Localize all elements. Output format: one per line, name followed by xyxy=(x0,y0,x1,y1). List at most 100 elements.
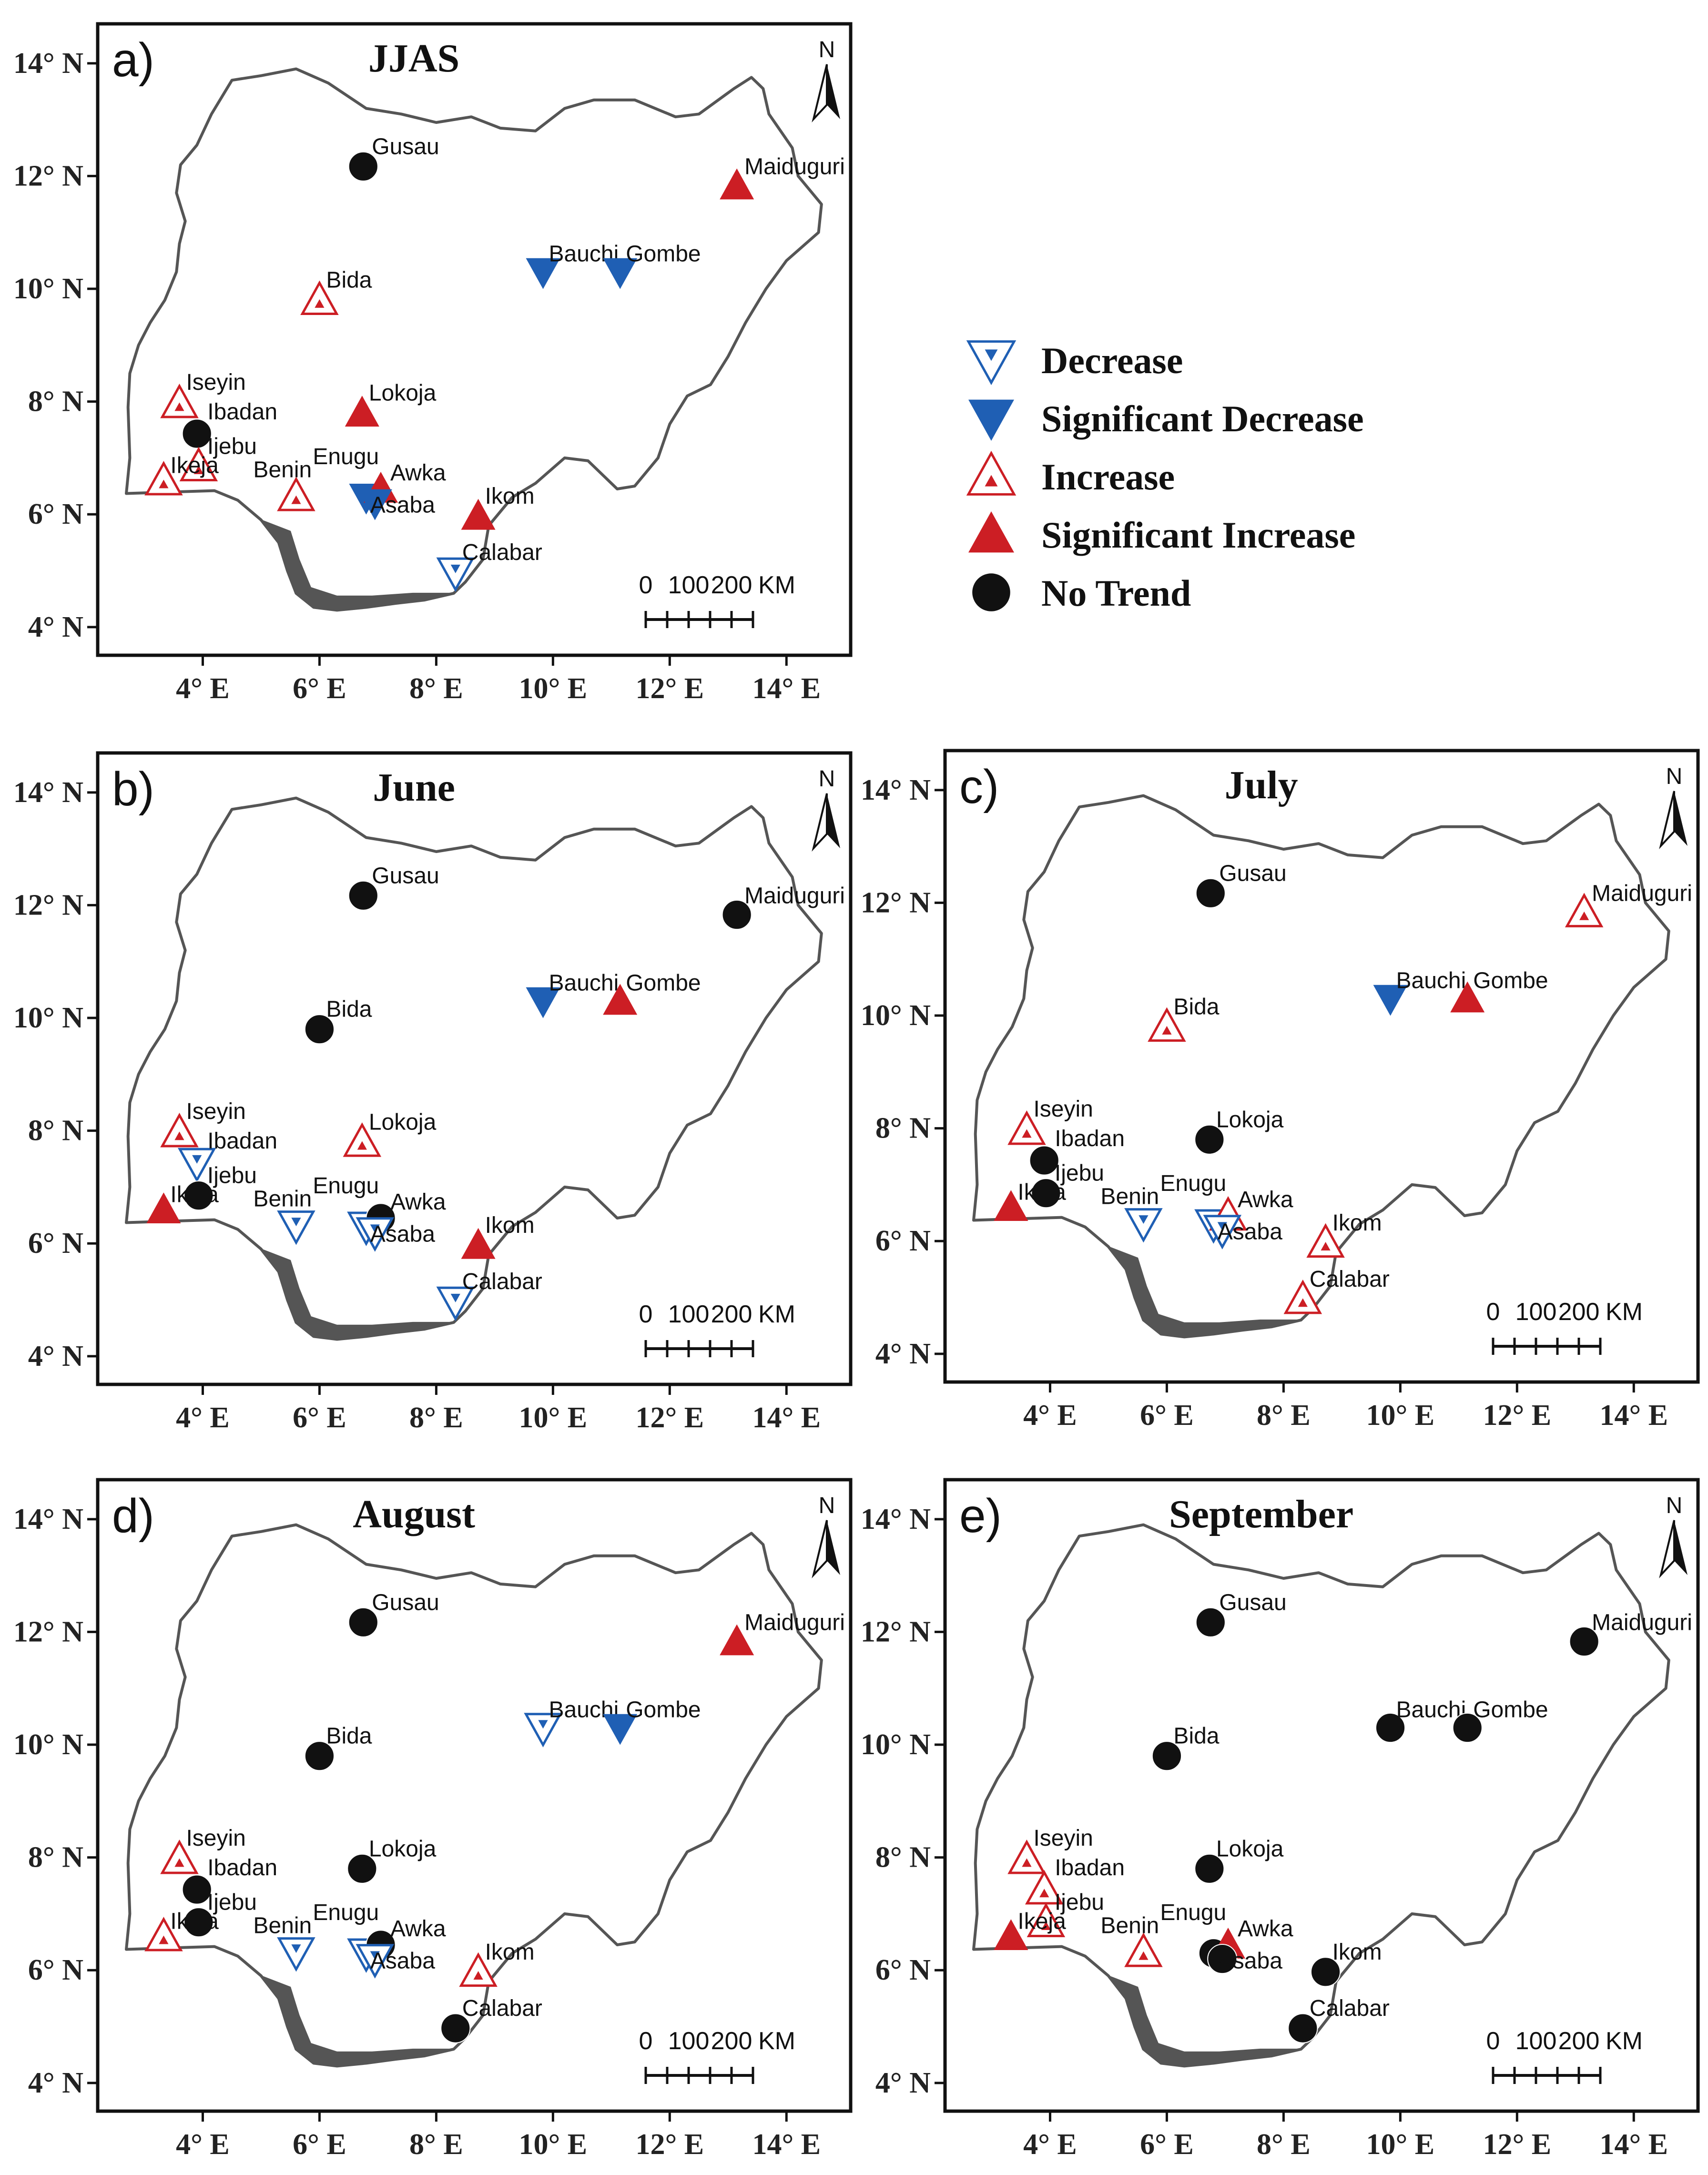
x-tick-label: 10° E xyxy=(519,2128,588,2161)
x-tick-label: 14° E xyxy=(752,1402,821,1434)
y-tick-label: 10° N xyxy=(861,1728,931,1761)
y-tick-label: 10° N xyxy=(861,999,931,1032)
panel-e: 4° E 6° E 8° E 10° E 12° E 14° E 4° N 6° N 8° N 1… xyxy=(861,1478,1700,2161)
marker-ijebu-no-trend xyxy=(183,1907,214,1938)
x-tick-label: 8° E xyxy=(1257,2128,1311,2161)
scale-bar: 0 100 200 KM xyxy=(639,571,795,628)
station-label-gombe: Gombe xyxy=(1473,968,1548,994)
marker-ibadan-increase xyxy=(1025,1870,1064,1905)
marker-bauchi-sig-decrease xyxy=(1373,985,1408,1016)
marker-bida-no-trend xyxy=(304,1014,335,1045)
panel-c: 4° E 6° E 8° E 10° E 12° E 14° E 4° N 6° N 8° N 1… xyxy=(861,749,1700,1432)
y-tick-label: 4° N xyxy=(28,2067,83,2099)
scale-mid: 100 xyxy=(1515,1298,1557,1326)
station-label-calabar: Calabar xyxy=(1310,1996,1390,2021)
marker-iseyin-increase xyxy=(1007,1840,1046,1874)
marker-asaba-decrease xyxy=(1203,1215,1242,1250)
marker-legend-sig-decrease xyxy=(968,399,1014,441)
marker-bida-increase xyxy=(300,280,339,315)
station-label-gombe: Gombe xyxy=(626,971,701,996)
marker-bida-increase xyxy=(1148,1007,1186,1042)
x-tick-label: 12° E xyxy=(635,2128,704,2161)
x-tick-label: 10° E xyxy=(1366,1399,1435,1432)
panel-d: 4° E 6° E 8° E 10° E 12° E 14° E 4° N 6° N 8° N 1… xyxy=(13,1478,853,2161)
station-label-awka: Awka xyxy=(1238,1187,1293,1212)
station-label-ikeja: Ikeja xyxy=(170,1182,219,1207)
station-label-ijebu: Ijebu xyxy=(1055,1890,1104,1915)
y-tick-label: 6° N xyxy=(28,498,83,530)
marker-bauchi-sig-decrease xyxy=(526,258,560,289)
north-arrow-half xyxy=(1659,1520,1675,1578)
marker-ikeja-sig-increase xyxy=(146,1192,181,1224)
x-tick-label: 12° E xyxy=(635,672,704,705)
scale-mid: 100 xyxy=(1515,2027,1557,2055)
station-label-lokoja: Lokoja xyxy=(369,380,437,406)
scale-zero: 0 xyxy=(639,2027,653,2055)
marker-ikeja-sig-increase xyxy=(994,1919,1028,1951)
niger-delta-coast xyxy=(1107,1245,1301,1338)
x-tick-label: 12° E xyxy=(1483,1399,1551,1432)
station-label-ijebu: Ijebu xyxy=(207,1890,257,1915)
station-label-ibadan: Ibadan xyxy=(207,1855,277,1880)
scale-end: 200 xyxy=(1558,2027,1600,2055)
north-label: N xyxy=(819,1493,835,1518)
y-tick-label: 6° N xyxy=(875,1225,931,1257)
x-tick-label: 8° E xyxy=(409,1402,463,1434)
marker-ikeja-increase xyxy=(144,461,183,496)
scale-bar: 0 100 200 KM xyxy=(639,1301,795,1357)
station-label-ikeja: Ikeja xyxy=(1017,1909,1066,1934)
scale-unit: KM xyxy=(758,2027,795,2055)
scale-unit: KM xyxy=(758,1301,795,1328)
north-label: N xyxy=(1666,1493,1683,1518)
scale-bar: 0 100 200 KM xyxy=(639,2027,795,2084)
marker-ibadan-no-trend xyxy=(182,418,212,449)
station-label-lokoja: Lokoja xyxy=(1216,1107,1284,1132)
x-tick-label: 6° E xyxy=(1140,1399,1194,1432)
marker-bauchi-no-trend xyxy=(1375,1712,1406,1743)
station-label-iseyin: Iseyin xyxy=(186,1099,245,1124)
marker-legend-increase xyxy=(966,450,1017,496)
north-arrow-icon xyxy=(1674,791,1688,846)
x-tick-label: 14° E xyxy=(752,2128,821,2161)
panel-a: 4° E 6° E 8° E 10° E 12° E 14° E 4° N 6° N 8° N 1… xyxy=(13,22,853,705)
station-label-maiduguri: Maiduguri xyxy=(1592,881,1692,906)
scale-unit: KM xyxy=(1606,1298,1643,1326)
x-tick-label: 4° E xyxy=(176,1402,230,1434)
marker-iseyin-increase xyxy=(160,1840,199,1874)
x-tick-label: 10° E xyxy=(519,672,588,705)
scale-zero: 0 xyxy=(639,1301,653,1328)
station-label-iseyin: Iseyin xyxy=(1033,1826,1093,1851)
station-label-asaba: Asaba xyxy=(1218,1220,1282,1245)
scale-end: 200 xyxy=(711,1301,752,1328)
panel-title: July xyxy=(1225,763,1298,807)
marker-lokoja-no-trend xyxy=(1194,1853,1225,1884)
marker-benin-decrease xyxy=(277,1937,315,1972)
north-arrow-half xyxy=(1659,791,1675,849)
y-tick-label: 10° N xyxy=(13,1728,83,1761)
station-label-gusau: Gusau xyxy=(372,1590,439,1615)
y-tick-label: 12° N xyxy=(13,889,83,921)
legend-item-sig-decrease: Significant Decrease xyxy=(968,398,1364,441)
north-arrow-half xyxy=(812,64,828,122)
panel-title: August xyxy=(353,1492,475,1536)
y-tick-label: 10° N xyxy=(13,273,83,305)
station-label-enugu: Enugu xyxy=(313,444,379,469)
panel-title: June xyxy=(373,765,455,810)
station-label-ibadan: Ibadan xyxy=(1055,1855,1125,1880)
marker-maiduguri-no-trend xyxy=(722,899,752,930)
marker-benin-decrease xyxy=(1124,1208,1163,1243)
marker-iseyin-increase xyxy=(160,1113,199,1148)
y-tick-label: 14° N xyxy=(13,776,83,809)
y-tick-label: 6° N xyxy=(28,1954,83,1986)
marker-ikeja-increase xyxy=(144,1917,183,1951)
scale-mid: 100 xyxy=(668,571,710,599)
legend-label: Decrease xyxy=(1041,340,1183,381)
scale-mid: 100 xyxy=(668,2027,710,2055)
marker-gombe-sig-increase xyxy=(603,984,638,1015)
station-label-bauchi: Bauchi xyxy=(1396,1697,1466,1723)
marker-calabar-no-trend xyxy=(1288,2013,1318,2043)
marker-calabar-decrease xyxy=(436,1286,475,1321)
y-tick-label: 6° N xyxy=(28,1227,83,1260)
marker-legend-no-trend xyxy=(971,572,1011,612)
marker-ikom-no-trend xyxy=(1310,1957,1341,1987)
